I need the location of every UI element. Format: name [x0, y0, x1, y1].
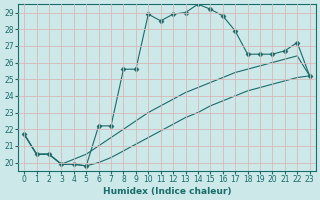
X-axis label: Humidex (Indice chaleur): Humidex (Indice chaleur) — [103, 187, 231, 196]
